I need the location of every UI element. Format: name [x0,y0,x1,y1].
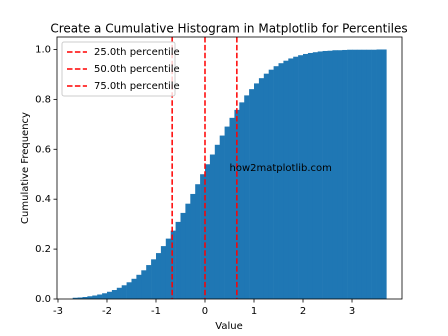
bar [263,73,270,300]
x-tick-label: 1 [251,306,257,317]
bar [219,135,225,299]
bar [332,50,338,299]
x-tick-label: 2 [300,306,306,317]
y-axis-label: Cumulative Frequency [20,112,31,224]
bar [87,296,93,299]
bar [288,58,294,300]
bar [190,193,196,299]
bar [307,52,314,299]
bar [239,102,245,299]
bar [312,52,319,300]
bar [293,56,299,300]
x-tick-label: -2 [102,306,112,317]
bar [229,117,235,300]
bar [317,51,323,299]
bar [185,203,191,299]
legend-label: 50.0th percentile [94,64,180,75]
bar [347,49,353,300]
plot-frame [56,36,403,300]
bar [244,95,250,299]
bar [268,69,274,299]
bar [82,297,88,299]
chart-title: Create a Cumulative Histogram in Matplot… [50,22,407,36]
bar [214,144,220,299]
bar [327,50,333,299]
bar [121,285,127,299]
bar [209,154,216,299]
bar [160,246,167,299]
bar [258,78,265,300]
y-tick-label: 1.0 [35,44,51,55]
bar [278,63,284,300]
bar [175,221,181,299]
bar [97,294,103,299]
bar [106,291,113,299]
bar [72,297,78,299]
bar [342,49,348,300]
bar [180,212,186,299]
x-axis-label: Value [215,321,242,332]
bar [131,278,137,299]
bar [204,164,211,299]
legend-box [61,41,176,97]
x-tick-label: -3 [53,306,63,317]
bar [126,282,132,299]
bar [376,49,382,299]
bar [283,60,289,300]
y-tick-label: 0.0 [35,294,51,305]
bar [361,49,368,300]
bar [151,259,157,299]
bar [273,66,279,300]
bar [141,270,147,299]
bar [170,230,176,299]
bar [111,290,118,299]
bar [136,274,142,299]
bar [356,49,363,300]
bar [77,297,83,299]
x-tick-label: 3 [349,306,355,317]
x-tick-label: 0 [202,306,208,317]
bar [155,253,162,299]
bar [195,184,201,299]
annotation: how2matplotlib.com [230,163,332,174]
bar [249,89,255,299]
y-tick-label: 0.4 [35,194,51,205]
y-tick-label: 0.6 [35,144,51,155]
bar [254,83,260,299]
bar [337,50,343,299]
legend-label: 75.0th percentile [94,81,180,92]
bar [298,55,304,299]
bar [102,293,108,299]
bar [381,49,387,299]
y-tick-label: 0.8 [35,94,51,105]
bar [352,49,358,300]
bar [200,174,206,299]
bar [224,126,230,300]
legend-label: 25.0th percentile [94,47,180,58]
x-tick-label: -1 [151,306,161,317]
y-tick-label: 0.2 [35,244,51,255]
bar [371,49,377,300]
bar [92,295,98,299]
bar [322,50,328,300]
bar [146,265,152,299]
bar [366,49,372,300]
bar [116,287,122,299]
bar [303,53,309,299]
bar [165,238,171,299]
